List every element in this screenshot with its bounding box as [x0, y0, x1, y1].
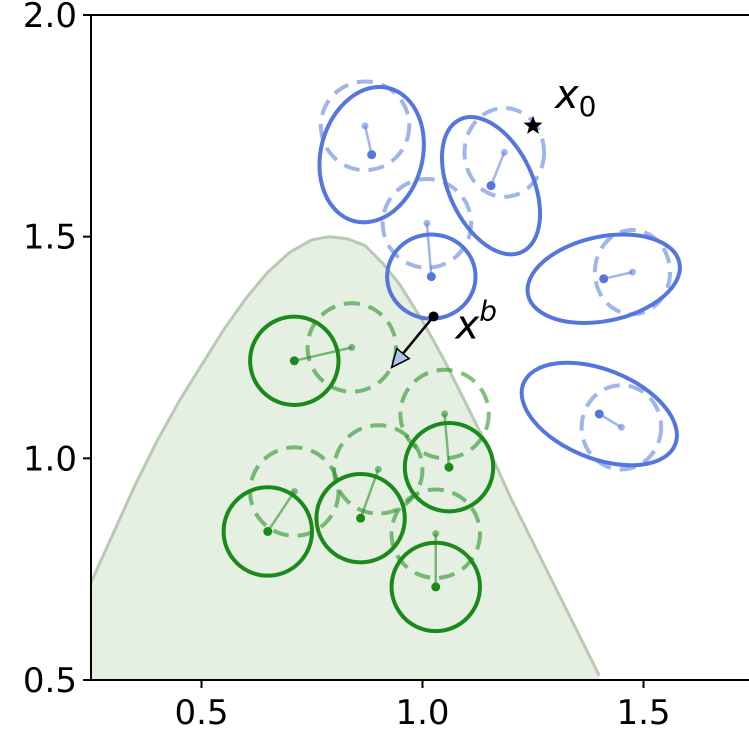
arrow-shaft — [402, 315, 435, 355]
blue-prior-center — [617, 423, 625, 431]
green-circle — [221, 485, 314, 578]
blue-prior-ellipse — [380, 177, 474, 270]
blue-ellipses — [317, 79, 682, 472]
green-circle — [402, 421, 496, 514]
point-label-0: x0 — [553, 72, 597, 123]
blue-shift-line — [363, 125, 373, 155]
green-center — [356, 513, 366, 523]
green-center — [431, 582, 441, 592]
y-axis-ticks: 0.5 1.0 1.5 2.0 — [23, 0, 91, 701]
green-prior-circle — [389, 487, 482, 580]
blue-prior-ellipse — [462, 106, 547, 199]
blue-ellipse — [519, 360, 679, 468]
blue-shift-line — [603, 270, 633, 281]
green-center — [263, 526, 273, 536]
plot-area — [91, 79, 682, 680]
blue-ellipse — [525, 232, 682, 326]
y-tick-label: 2.0 — [23, 0, 77, 36]
arrow-head — [390, 347, 411, 369]
blue-ellipse — [317, 84, 426, 225]
green-center — [289, 356, 299, 366]
blue-center — [486, 181, 496, 191]
blue-center — [367, 150, 377, 160]
x-tick-label: 0.5 — [174, 693, 228, 733]
green-shift-line — [294, 346, 353, 363]
green-circle — [389, 540, 482, 634]
blue-center — [426, 272, 436, 282]
blue-prior-center — [361, 122, 369, 130]
x-axis-ticks: 0.5 1.0 1.5 — [174, 680, 671, 733]
blue-prior-center — [628, 268, 636, 276]
green-prior-circle — [398, 367, 491, 461]
blue-prior-center — [423, 219, 431, 227]
point-labels: x0 xb — [454, 72, 597, 349]
xb-dot-marker — [428, 311, 439, 322]
blue-center — [594, 409, 604, 419]
blue-prior-ellipse — [318, 79, 412, 173]
feasible-region — [91, 236, 600, 680]
blue-prior-ellipse — [579, 383, 664, 472]
x-tick-label: 1.0 — [395, 693, 449, 733]
y-tick-label: 1.5 — [23, 218, 77, 258]
x-tick-label: 1.5 — [616, 693, 670, 733]
green-circle — [248, 314, 341, 407]
green-prior-center — [432, 530, 440, 538]
green-prior-center — [374, 465, 382, 473]
green-prior-circle — [332, 423, 425, 516]
green-prior-circle — [305, 301, 398, 394]
blue-ellipse — [439, 115, 543, 257]
green-prior-center — [348, 344, 356, 351]
x0-star-marker — [523, 115, 543, 134]
green-circle — [314, 471, 407, 565]
green-circles — [221, 301, 496, 634]
point-label-1: xb — [454, 294, 497, 348]
y-tick-label: 0.5 — [23, 661, 77, 701]
blue-shift-line — [425, 223, 433, 277]
annotated-points — [428, 115, 543, 322]
y-tick-label: 1.0 — [23, 439, 77, 479]
blue-shift-line — [489, 151, 506, 187]
gradient-arrow — [390, 315, 435, 369]
green-prior-center — [441, 410, 449, 418]
blue-prior-center — [500, 148, 508, 156]
blue-center — [599, 274, 609, 284]
region-boundary — [91, 235, 601, 677]
green-center — [444, 462, 454, 472]
green-shift-line — [266, 490, 296, 533]
